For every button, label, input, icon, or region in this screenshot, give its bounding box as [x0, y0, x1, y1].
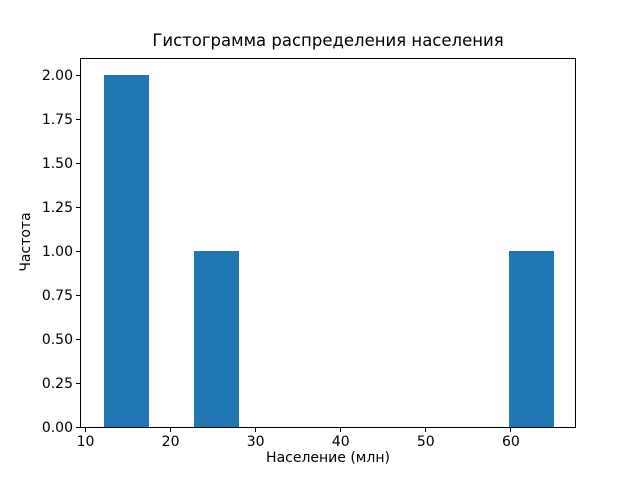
y-tick-mark: [76, 383, 80, 385]
x-axis-label: Население (млн): [266, 450, 390, 466]
x-tick-mark: [170, 427, 172, 432]
plot-area: [80, 58, 576, 428]
histogram-bar: [193, 251, 239, 427]
y-tick-mark: [76, 75, 80, 77]
x-tick-mark: [425, 427, 427, 432]
y-tick-label: 0.50: [41, 331, 73, 348]
y-tick-label: 0.75: [41, 287, 73, 304]
y-tick-mark: [76, 119, 80, 121]
y-tick-label: 0.00: [41, 419, 73, 436]
y-tick-label: 1.75: [41, 111, 73, 128]
histogram-bar: [103, 75, 149, 427]
y-tick-label: 0.25: [41, 375, 73, 392]
x-tick-label: 30: [246, 433, 265, 450]
y-tick-mark: [76, 207, 80, 209]
y-tick-label: 1.50: [41, 155, 73, 172]
x-tick-label: 10: [76, 433, 95, 450]
x-tick-mark: [510, 427, 512, 432]
y-tick-mark: [76, 427, 80, 429]
x-tick-mark: [340, 427, 342, 432]
y-tick-mark: [76, 339, 80, 341]
y-tick-label: 2.00: [41, 67, 73, 84]
y-tick-mark: [76, 295, 80, 297]
x-tick-label: 60: [501, 433, 520, 450]
y-tick-mark: [76, 163, 80, 165]
y-tick-mark: [76, 251, 80, 253]
x-tick-mark: [85, 427, 86, 432]
x-tick-mark: [255, 427, 257, 432]
x-tick-label: 20: [161, 433, 180, 450]
y-axis-label: Частота: [18, 212, 34, 272]
chart-title: Гистограмма распределения населения: [152, 31, 504, 50]
y-tick-label: 1.00: [41, 243, 73, 260]
x-tick-label: 50: [416, 433, 435, 450]
histogram-bar: [509, 251, 555, 427]
y-tick-label: 1.25: [41, 199, 73, 216]
x-tick-label: 40: [331, 433, 350, 450]
